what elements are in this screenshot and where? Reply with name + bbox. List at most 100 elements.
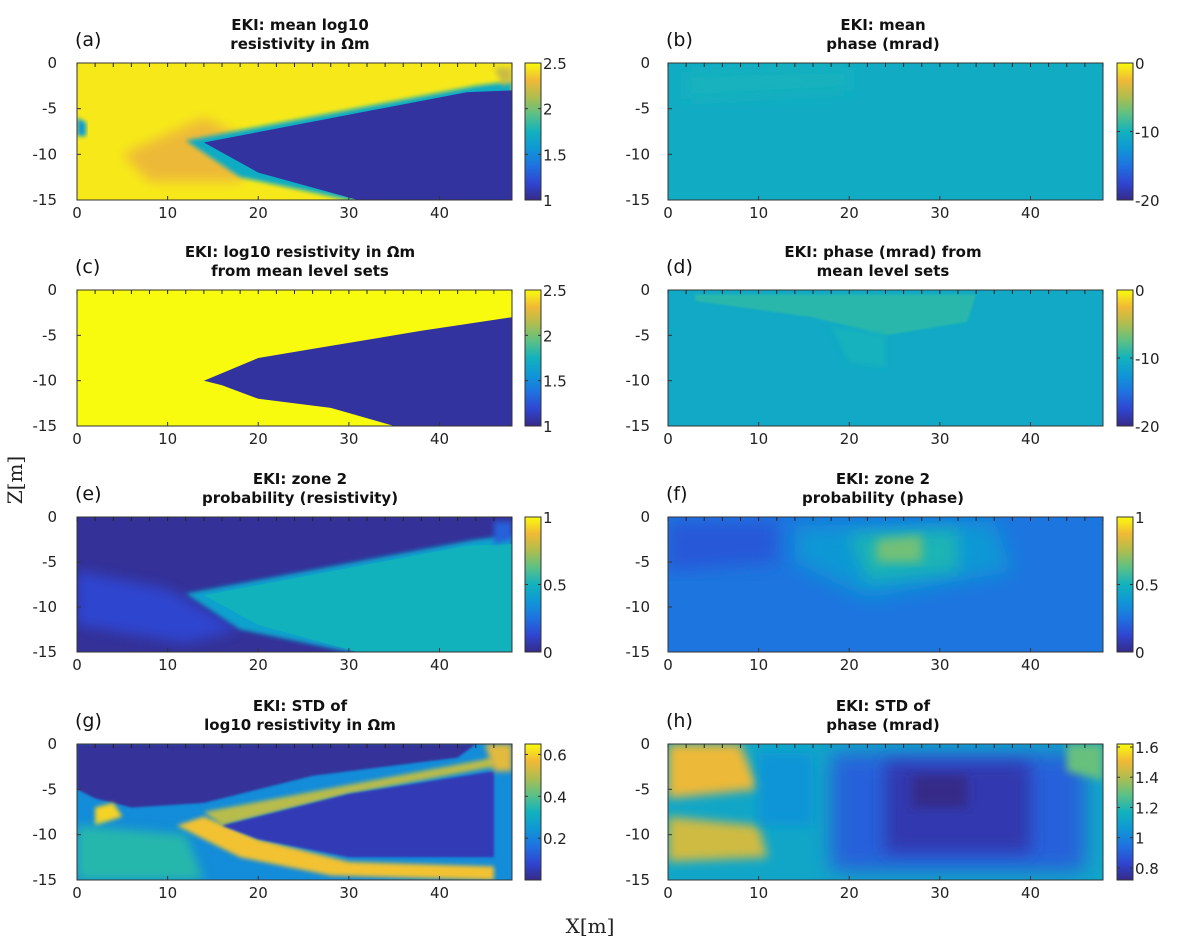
y-tick-label: -5: [635, 780, 650, 798]
x-tick-label: 30: [930, 884, 949, 902]
heatmap-region: [668, 816, 768, 862]
panel-label: (b): [666, 29, 693, 51]
y-tick-label: -10: [626, 145, 651, 163]
heatmap-region: [222, 771, 494, 858]
x-tick-label: 40: [1021, 656, 1040, 674]
x-tick-label: 10: [158, 204, 177, 222]
heatmap-region: [203, 90, 512, 200]
colorbar-tick-label: 1.6: [1135, 739, 1159, 757]
heatmap-h: [668, 744, 1103, 880]
x-tick-label: 30: [339, 884, 358, 902]
colorbar-tick-label: 1: [1135, 509, 1145, 527]
panel-label: (c): [75, 256, 100, 278]
panel-label: (f): [666, 483, 688, 505]
x-tick-label: 30: [930, 430, 949, 448]
y-tick-label: -15: [33, 191, 58, 209]
panel-label: (h): [666, 710, 693, 732]
panel-title: mean level sets: [817, 262, 950, 280]
y-tick-label: 0: [47, 281, 57, 299]
colorbar-tick-label: 0.8: [1135, 860, 1159, 878]
x-tick-label: 10: [158, 884, 177, 902]
panel-label: (g): [75, 710, 102, 732]
heatmap-e: [77, 517, 512, 652]
colorbar-tick-label: -10: [1135, 124, 1160, 142]
panel-d: 0 10 20 30 40 0 -5 -10 -15 0 -10 -20 EKI: phase (mra…: [626, 243, 1160, 448]
panel-title: phase (mrad): [826, 716, 939, 734]
colorbar-tick-label: 1.5: [543, 373, 567, 391]
colorbar-tick-label: 0.6: [543, 746, 567, 764]
y-tick-label: -10: [33, 372, 58, 390]
panel-title: from mean level sets: [211, 262, 389, 280]
colorbar-tick-label: -20: [1135, 192, 1160, 210]
heatmap-d: [668, 290, 1103, 426]
x-tick-label: 0: [663, 884, 673, 902]
x-tick-label: 20: [249, 204, 268, 222]
heatmap-region: [203, 544, 512, 652]
x-tick-label: 0: [72, 204, 82, 222]
x-tick-label: 40: [430, 656, 449, 674]
colorbar-tick-label: 2: [543, 101, 553, 119]
panel-e: 0 10 20 30 40 0 -5 -10 -15 1 0.5 0 EKI: zone 2probab…: [33, 470, 567, 674]
x-axis-label: X[m]: [566, 914, 615, 938]
x-tick-label: 40: [430, 204, 449, 222]
panel-title: phase (mrad): [826, 35, 939, 53]
colorbar-tick-label: 0: [543, 644, 553, 662]
panel-title: EKI: zone 2: [253, 470, 347, 488]
heatmap-region: [493, 67, 512, 86]
y-tick-label: 0: [47, 508, 57, 526]
panel-title: EKI: mean log10: [231, 16, 369, 34]
x-tick-label: 20: [840, 430, 859, 448]
x-tick-label: 30: [339, 656, 358, 674]
colorbar-tick-label: 0.5: [543, 577, 567, 595]
y-tick-label: -5: [42, 326, 57, 344]
colorbar-tick-label: -20: [1135, 418, 1160, 436]
panel-label: (d): [666, 256, 693, 278]
colorbar-tick-label: 0.2: [543, 830, 567, 848]
y-tick-label: -10: [33, 598, 58, 616]
x-tick-label: 10: [749, 884, 768, 902]
panel-title: EKI: zone 2: [836, 470, 930, 488]
x-tick-label: 0: [72, 656, 82, 674]
panel-title: resistivity in Ωm: [230, 35, 369, 53]
colorbar-tick-label: -10: [1135, 350, 1160, 368]
panel-label: (e): [75, 483, 102, 505]
panel-label: (a): [75, 29, 101, 51]
colorbar-tick-label: 1: [543, 509, 553, 527]
y-tick-label: -5: [42, 780, 57, 798]
panel-title: probability (phase): [802, 489, 964, 507]
panel-title: EKI: phase (mrad) from: [784, 243, 981, 261]
heatmap-region: [77, 117, 87, 137]
y-tick-label: -10: [33, 826, 58, 844]
x-tick-label: 20: [249, 884, 268, 902]
y-axis-label: Z[m]: [3, 456, 27, 504]
x-tick-label: 30: [339, 204, 358, 222]
heatmap-region: [876, 535, 922, 562]
heatmap-region: [912, 775, 968, 808]
colorbar-tick-label: 1: [543, 192, 553, 210]
x-tick-label: 40: [1021, 884, 1040, 902]
y-tick-label: -10: [33, 145, 58, 163]
x-tick-label: 0: [663, 656, 673, 674]
colorbar-tick-label: 2.5: [543, 282, 567, 300]
y-tick-label: 0: [640, 281, 650, 299]
heatmap-g: [77, 744, 512, 880]
panel-b: 0 10 20 30 40 0 -5 -10 -15 0 -10 -20 EKI: meanphase …: [626, 16, 1160, 222]
y-tick-label: -5: [635, 553, 650, 571]
x-tick-label: 10: [749, 204, 768, 222]
heatmap-region: [668, 521, 777, 571]
x-tick-label: 0: [663, 430, 673, 448]
x-tick-label: 40: [1021, 204, 1040, 222]
y-tick-label: -15: [626, 191, 651, 209]
y-tick-label: -15: [626, 643, 651, 661]
y-tick-label: -10: [626, 598, 651, 616]
heatmap-region: [484, 744, 512, 772]
panel-c: 0 10 20 30 40 0 -5 -10 -15 2.5 2 1.5 1 EKI: log10 res…: [33, 243, 567, 448]
heatmap-region: [493, 521, 512, 544]
panel-title: probability (resistivity): [202, 489, 398, 507]
heatmap-region: [203, 317, 512, 426]
y-tick-label: -10: [626, 372, 651, 390]
heatmap-region: [831, 326, 886, 368]
heatmap-a: [77, 63, 512, 200]
panel-f: 0 10 20 30 40 0 -5 -10 -15 1 0.5 0 EKI: zone 2probab…: [626, 470, 1159, 674]
colorbar-tick-label: 1.5: [543, 146, 567, 164]
